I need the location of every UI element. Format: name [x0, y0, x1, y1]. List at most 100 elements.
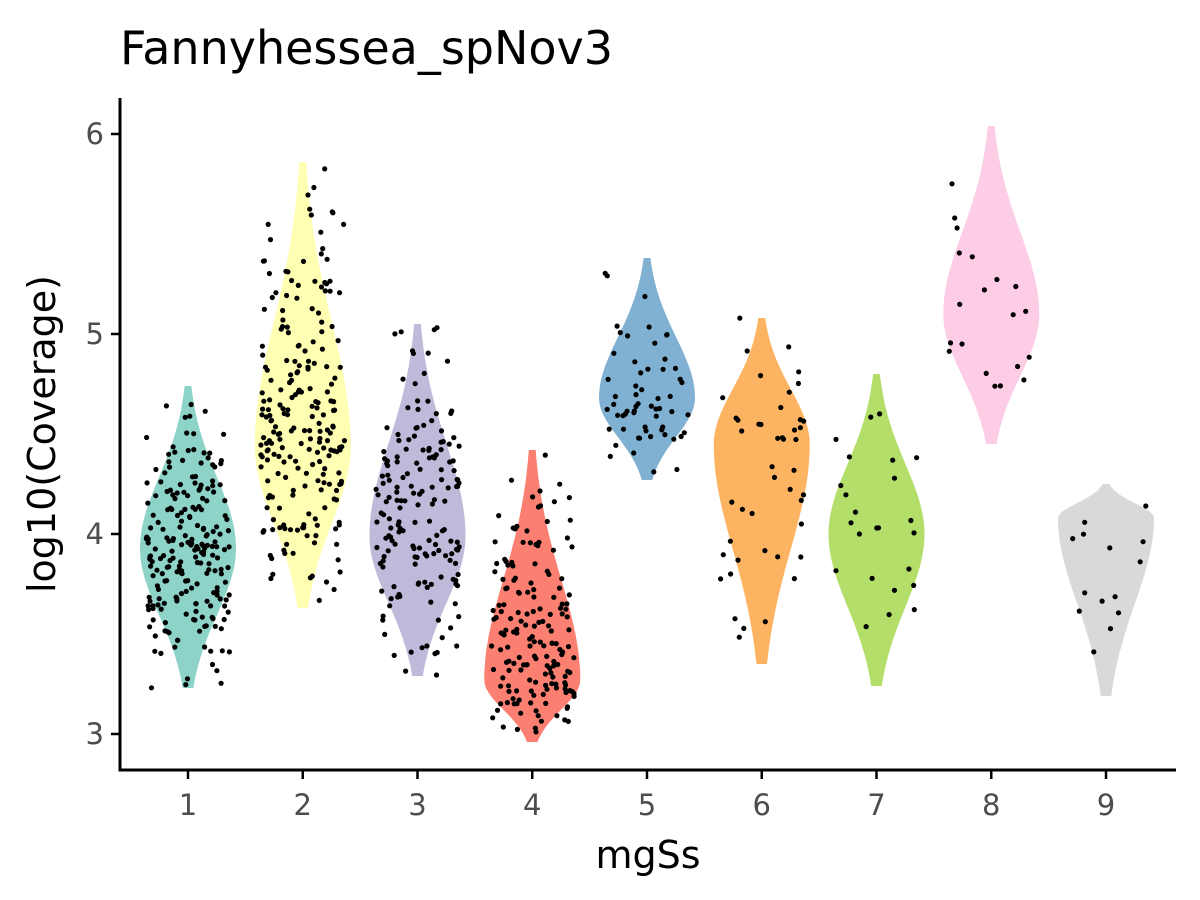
- data-point-5: [648, 434, 654, 440]
- data-point-3: [445, 485, 451, 491]
- data-point-2: [294, 295, 300, 301]
- data-point-2: [270, 527, 276, 533]
- data-point-1: [212, 464, 218, 470]
- data-point-2: [260, 406, 266, 412]
- data-point-2: [295, 282, 301, 288]
- data-point-5: [678, 433, 684, 440]
- data-point-1: [169, 548, 175, 554]
- data-point-5: [659, 427, 665, 433]
- data-point-4: [528, 688, 534, 694]
- data-point-2: [285, 407, 291, 413]
- data-point-2: [267, 397, 273, 403]
- data-point-1: [178, 591, 185, 597]
- data-point-1: [184, 430, 190, 436]
- data-point-1: [150, 603, 156, 609]
- data-point-3: [434, 649, 440, 656]
- data-point-2: [292, 358, 298, 364]
- data-point-4: [541, 643, 547, 649]
- data-point-2: [320, 471, 326, 477]
- data-point-2: [328, 398, 334, 404]
- data-point-4: [547, 611, 553, 618]
- data-point-1: [185, 447, 191, 454]
- data-point-6: [739, 506, 746, 512]
- data-point-2: [298, 440, 304, 447]
- data-point-2: [333, 526, 339, 532]
- data-point-2: [288, 428, 294, 434]
- data-point-2: [267, 412, 273, 419]
- data-point-3: [448, 625, 454, 631]
- data-point-1: [226, 544, 232, 550]
- data-point-7: [914, 455, 920, 461]
- data-point-1: [192, 506, 198, 512]
- data-point-3: [394, 497, 400, 503]
- data-point-1: [155, 586, 161, 593]
- data-point-1: [226, 592, 232, 598]
- data-point-1: [155, 519, 161, 526]
- data-point-1: [153, 493, 159, 499]
- data-point-3: [424, 584, 430, 591]
- data-point-2: [288, 372, 294, 378]
- data-point-1: [200, 495, 206, 501]
- data-point-2: [290, 492, 296, 498]
- data-point-2: [303, 470, 309, 476]
- data-point-1: [166, 451, 172, 457]
- data-point-4: [501, 602, 507, 608]
- data-point-6: [791, 467, 797, 473]
- data-point-5: [635, 401, 641, 407]
- data-point-5: [645, 366, 651, 372]
- data-point-3: [381, 449, 387, 455]
- data-point-3: [402, 498, 408, 504]
- data-point-4: [536, 619, 542, 626]
- data-point-7: [877, 411, 883, 417]
- data-point-1: [204, 498, 210, 504]
- data-point-3: [411, 433, 417, 439]
- data-point-3: [438, 467, 444, 473]
- data-point-3: [395, 431, 401, 438]
- data-point-8: [983, 370, 989, 376]
- data-point-6: [762, 619, 768, 625]
- data-point-1: [177, 481, 183, 488]
- data-point-6: [801, 418, 807, 424]
- data-point-4: [530, 494, 536, 500]
- data-point-4: [527, 643, 533, 649]
- data-point-1: [165, 507, 171, 513]
- data-point-1: [199, 541, 205, 547]
- data-point-6: [796, 369, 802, 375]
- x-tick-label: 4: [523, 788, 541, 822]
- y-ticks: 3 4 5 6: [86, 117, 120, 751]
- data-point-2: [322, 466, 328, 472]
- data-point-2: [306, 446, 312, 452]
- data-point-5: [642, 293, 648, 300]
- data-point-1: [206, 567, 212, 573]
- data-point-1: [147, 624, 153, 630]
- data-point-3: [386, 516, 392, 522]
- data-point-2: [273, 290, 279, 296]
- data-point-4: [533, 729, 539, 735]
- data-point-2: [300, 258, 307, 264]
- data-point-5: [602, 270, 608, 276]
- data-point-3: [415, 406, 421, 412]
- data-point-6: [793, 436, 799, 443]
- data-point-9: [1080, 531, 1087, 537]
- data-point-2: [261, 398, 267, 404]
- data-point-2: [322, 166, 328, 172]
- data-point-4: [549, 681, 555, 687]
- data-point-5: [620, 413, 626, 419]
- data-point-6: [791, 427, 798, 433]
- data-point-9: [1143, 503, 1149, 509]
- violin-2: [254, 162, 351, 608]
- data-point-3: [419, 645, 425, 651]
- data-point-1: [174, 598, 180, 604]
- data-point-3: [452, 560, 459, 567]
- data-point-5: [672, 365, 679, 371]
- data-point-2: [258, 452, 264, 458]
- data-point-3: [397, 505, 403, 511]
- data-point-1: [204, 532, 210, 538]
- data-point-3: [398, 329, 404, 335]
- data-point-1: [166, 459, 172, 465]
- data-point-1: [145, 540, 151, 546]
- data-point-1: [161, 553, 167, 559]
- data-point-1: [202, 408, 208, 414]
- data-point-2: [337, 290, 343, 296]
- data-point-8: [956, 250, 962, 256]
